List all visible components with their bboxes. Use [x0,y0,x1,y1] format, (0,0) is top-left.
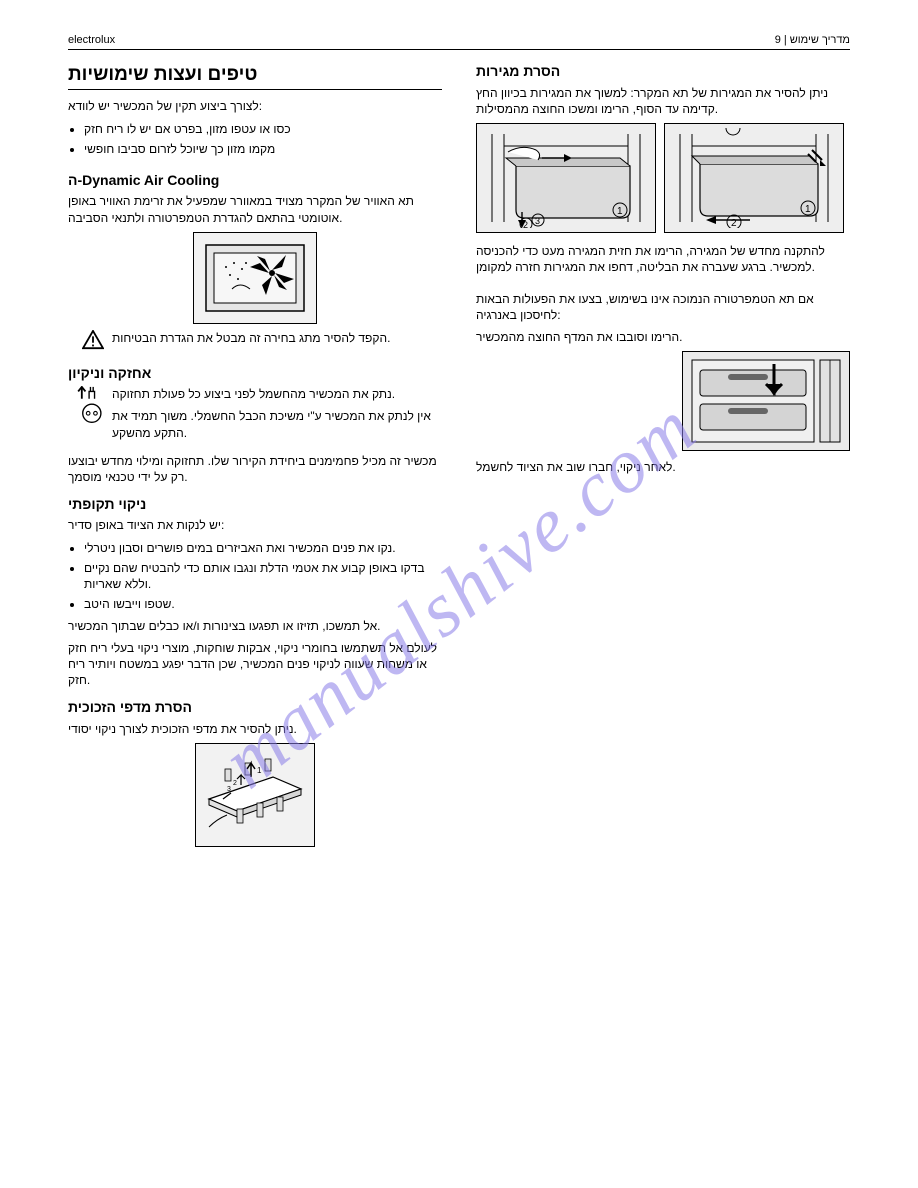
column-right: הסרת מגירות ניתן להסיר את המגירות של תא … [476,60,850,853]
cooler-text-2: הרימו וסובבו את המדף החוצה מהמכשיר. [476,329,850,345]
shelf-removal-icon: 1 2 3 [201,749,309,841]
page-content: electrolux מדריך שימוש | 9 טיפים ועצות ש… [68,32,850,853]
fan-figure [193,232,317,324]
drawer-insert-icon: 2 1 [670,128,838,228]
plug-text: נתק את המכשיר מהחשמל לפני ביצוע כל פעולת… [112,386,442,402]
drawer-text-2: להתקנה מחדש של המגירה, הרימו את חזית המג… [476,243,850,275]
svg-text:3: 3 [535,216,540,226]
svg-text:2: 2 [233,780,237,787]
warning-text: הקפד להסיר מתג בחירה זה מבטל את הגדרת הב… [112,330,442,346]
drawer-heading: הסרת מגירות [476,62,850,81]
final-text: לאחר ניקוי, חברו שוב את הציוד לחשמל. [476,459,850,475]
cleaning-heading: ניקוי תקופתי [68,495,442,514]
cleaning-text-1: יש לנקות את הציוד באופן סדיר: [68,517,442,533]
list-item: כסו או עטפו מזון, בפרט אם יש לו ריח חזק [84,121,442,137]
svg-text:2: 2 [731,218,737,228]
svg-text:1: 1 [617,206,623,217]
list-item: נקו את פנים המכשיר ואת האביזרים במים פוש… [84,540,442,556]
shelf-heading: הסרת מדפי הזכוכית [68,698,442,717]
cooler-text-1: אם תא הטמפרטורה הנמוכה אינו בשימוש, בצעו… [476,291,850,323]
brand-label: electrolux [68,34,115,46]
drawer-figures: 3 2 1 [476,123,850,233]
drawer-remove-figure: 3 2 1 [476,123,656,233]
svg-text:2: 2 [523,220,528,228]
cleaning-text-2: אל תמשכו, תזיזו או תפגעו בצינורות ו/או כ… [68,618,442,634]
column-left: טיפים ועצות שימושיות לצורך ביצוע תקין של… [68,60,442,853]
warning-row: הקפד להסיר מתג בחירה זה מבטל את הגדרת הב… [68,330,442,350]
unplug-icon [76,386,104,426]
fan-heading: ה-Dynamic Air Cooling [68,171,442,190]
drawer-insert-figure: 2 1 [664,123,844,233]
fan-icon [200,239,310,317]
svg-text:1: 1 [257,766,262,775]
cleaning-text-3: לעולם אל תשתמשו בחומרי ניקוי, אבקות שוחק… [68,640,442,688]
svg-text:1: 1 [805,204,811,215]
cooler-figure [682,351,850,451]
shelf-text: ניתן להסיר את מדפי הזכוכית לצורך ניקוי י… [68,721,442,737]
cooler-compartment-icon [688,356,844,446]
plug-row: נתק את המכשיר מהחשמל לפני ביצוע כל פעולת… [68,386,442,446]
tips-list: כסו או עטפו מזון, בפרט אם יש לו ריח חזק … [68,121,442,157]
running-head: electrolux מדריך שימוש | 9 [68,32,850,50]
gas-text: מכשיר זה מכיל פחמימנים ביחידת הקירור שלו… [68,453,442,485]
page-indicator: מדריך שימוש | 9 [775,34,850,46]
drawer-remove-icon: 3 2 1 [482,128,650,228]
plug-text-2: אין לנתק את המכשיר ע"י משיכת הכבל החשמלי… [112,408,442,440]
intro-text: לצורך ביצוע תקין של המכשיר יש לוודא: [68,98,442,114]
fan-text: תא האוויר של המקרר מצויד במאוורר שמפעיל … [68,193,442,225]
content-columns: טיפים ועצות שימושיות לצורך ביצוע תקין של… [68,60,850,853]
maintenance-heading: אחזקה וניקיון [68,364,442,383]
drawer-text-1: ניתן להסיר את המגירות של תא המקרר: למשוך… [476,85,850,117]
shelf-figure: 1 2 3 [195,743,315,847]
svg-text:3: 3 [227,786,231,793]
section-title: טיפים ועצות שימושיות [68,62,442,90]
list-item: מקמו מזון כך שיוכל לזרום סביבו חופשי [84,141,442,157]
list-item: בדקו באופן קבוע את אטמי הדלת ונגבו אותם … [84,560,442,592]
cleaning-list: נקו את פנים המכשיר ואת האביזרים במים פוש… [68,540,442,612]
list-item: שטפו וייבשו היטב. [84,596,442,612]
warning-icon [82,330,104,350]
